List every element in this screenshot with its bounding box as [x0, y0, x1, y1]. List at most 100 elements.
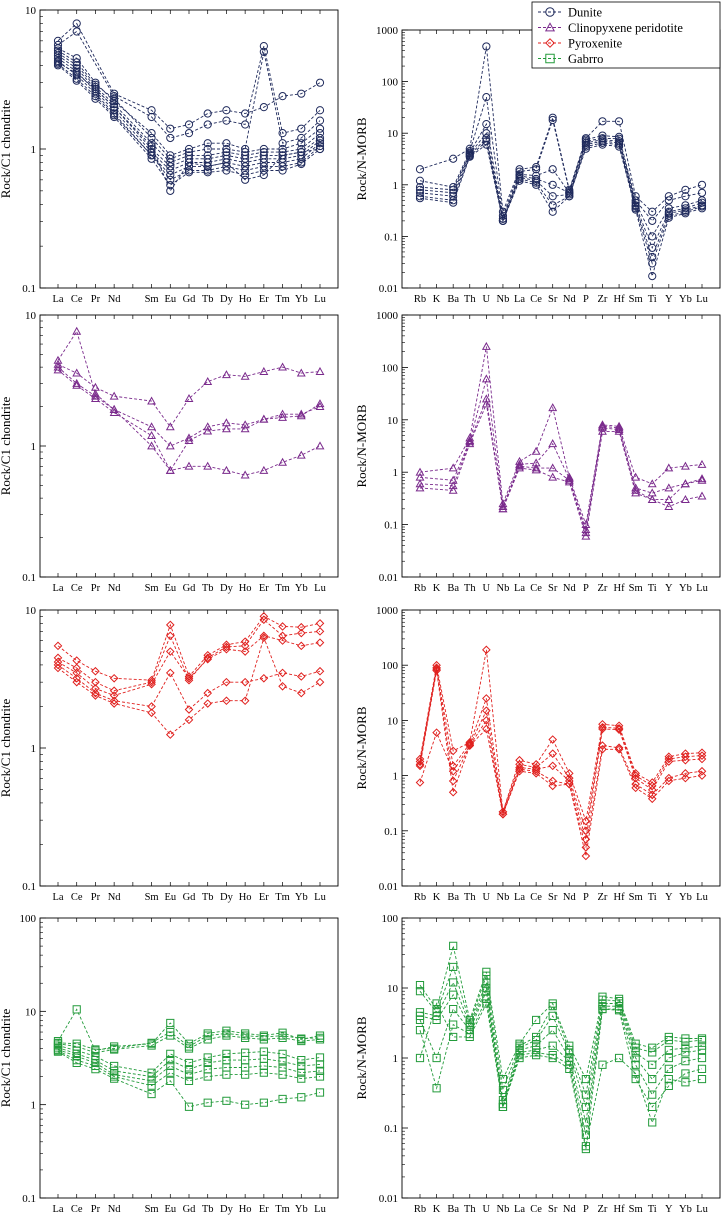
data-point	[241, 170, 250, 180]
panel-spider-pyroxenite: 1000 100 10 1 0.1 0.01 Rock/N-MORB Rb K Ba Th U Nb La…	[354, 605, 721, 903]
data-point	[648, 1118, 657, 1127]
x-tick-label: Er	[259, 294, 269, 305]
x-tick-label: Dy	[220, 1204, 234, 1215]
x-tick-label: Yb	[679, 583, 692, 594]
y-tick-label: 0.1	[384, 826, 398, 838]
data-point	[482, 999, 491, 1008]
data-point	[697, 204, 707, 213]
data-point	[203, 699, 213, 708]
x-tick-label: Ce	[71, 583, 83, 594]
data-point	[315, 133, 325, 143]
data-point	[222, 166, 231, 175]
data-point	[110, 94, 119, 103]
data-point	[166, 124, 175, 133]
data-point	[203, 1053, 212, 1062]
data-point	[482, 129, 491, 138]
y-tick-label: 10	[25, 1006, 37, 1018]
data-point	[91, 677, 100, 687]
series-line	[57, 62, 321, 192]
x-tick-label: Sm	[629, 892, 643, 903]
data-point	[648, 252, 657, 262]
y-tick-label: 10	[25, 605, 37, 617]
data-point	[631, 1060, 640, 1069]
legend-box	[531, 1, 721, 69]
data-point	[647, 785, 657, 795]
data-point	[415, 761, 425, 771]
data-point	[449, 990, 458, 999]
y-tick-label: 1000	[376, 605, 399, 617]
data-point	[165, 730, 175, 739]
x-tick-label: Th	[464, 583, 476, 594]
series-line	[57, 615, 321, 681]
x-tick-label: La	[52, 294, 63, 305]
data-point	[296, 450, 306, 459]
data-point	[581, 531, 591, 540]
data-point	[664, 463, 674, 472]
data-point	[415, 194, 425, 203]
data-point	[415, 483, 425, 492]
data-point	[515, 459, 524, 468]
data-point	[697, 766, 707, 776]
data-point	[598, 744, 607, 754]
data-point	[221, 465, 231, 474]
y-tick-label: 1	[31, 441, 37, 453]
data-point	[498, 216, 508, 225]
data-point	[515, 176, 524, 185]
panel-ree-dunite: 10 1 0.1 Rock/C1 chondrite La Ce Pr Nd Sm Eu Gd Tb D…	[0, 5, 339, 305]
x-tick-label: Nd	[563, 892, 577, 903]
data-point	[548, 781, 558, 791]
x-tick-label: Lu	[696, 892, 708, 903]
data-point	[565, 1064, 574, 1073]
data-point	[184, 705, 194, 714]
x-tick-label: Pr	[91, 892, 101, 903]
data-point	[222, 1096, 231, 1105]
y-tick-label: 1	[393, 180, 399, 192]
legend-marker	[545, 7, 555, 17]
data-point	[296, 368, 306, 377]
data-point	[564, 477, 574, 486]
data-point	[648, 207, 657, 216]
x-tick-label: Ba	[447, 892, 459, 903]
x-tick-label: Lu	[314, 1204, 326, 1215]
data-point	[240, 470, 250, 479]
y-tick-label: 0.01	[379, 572, 398, 584]
y-tick-label: 100	[382, 77, 399, 89]
data-point	[664, 754, 674, 764]
series-line	[57, 636, 321, 736]
x-tick-label: Nb	[497, 583, 510, 594]
series-line	[419, 346, 703, 525]
data-point	[184, 715, 194, 725]
data-point	[147, 141, 156, 151]
x-tick-label: Yb	[295, 892, 308, 903]
x-tick-label: Sm	[629, 1204, 643, 1215]
x-tick-label: Y	[665, 1204, 673, 1215]
x-tick-label: Tm	[275, 1204, 290, 1215]
y-tick-label: 10	[387, 415, 399, 427]
data-point	[581, 826, 591, 836]
data-point	[697, 1064, 707, 1073]
data-point	[203, 162, 212, 171]
data-point	[53, 61, 63, 70]
data-point	[184, 1102, 194, 1111]
data-point	[241, 109, 250, 118]
data-point	[664, 776, 674, 786]
data-point	[203, 688, 213, 698]
data-point	[548, 180, 557, 189]
x-tick-label: Er	[259, 1204, 269, 1215]
x-tick-label: Sr	[548, 294, 558, 305]
data-point	[415, 479, 425, 488]
data-point	[598, 423, 607, 432]
data-point	[449, 192, 458, 201]
y-axis-label: Rock/C1 chondrite	[0, 698, 13, 797]
data-point	[532, 1051, 541, 1060]
data-point	[664, 502, 674, 511]
data-point	[278, 162, 287, 171]
data-point	[259, 465, 269, 474]
series-line	[419, 402, 703, 537]
data-point	[664, 1053, 673, 1063]
data-point	[259, 1098, 268, 1107]
data-point	[165, 465, 175, 474]
data-point	[222, 644, 231, 654]
x-tick-label: Sm	[145, 583, 159, 594]
